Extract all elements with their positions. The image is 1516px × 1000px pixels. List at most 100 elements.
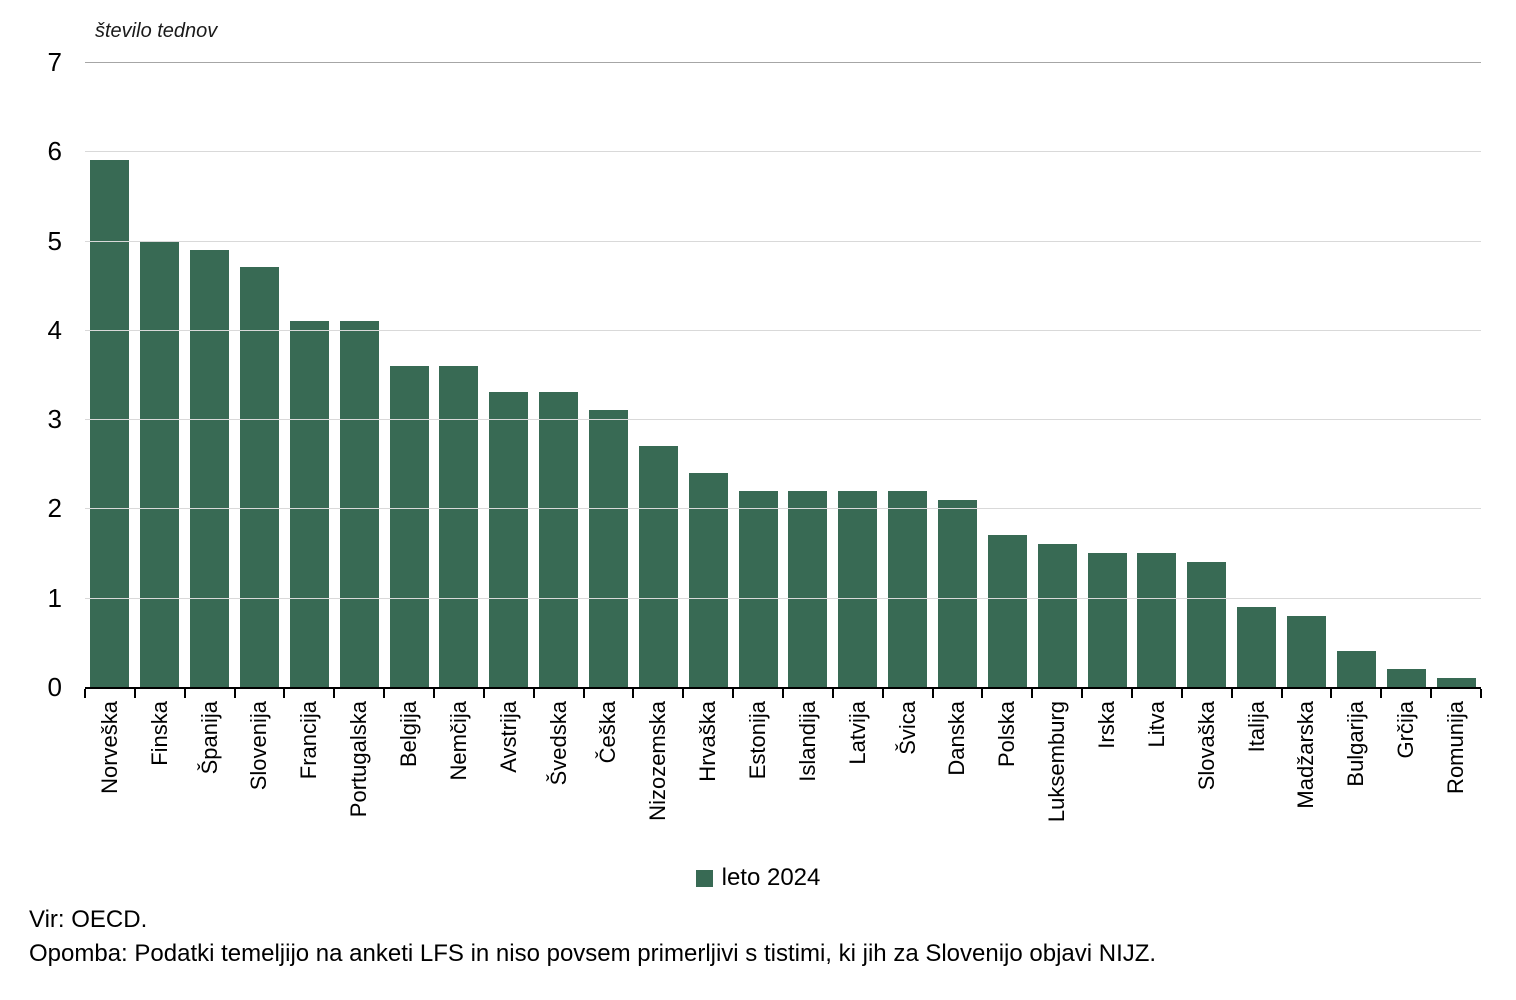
x-axis-label: Nizozemska bbox=[645, 701, 671, 821]
x-axis-label-cell: Švica bbox=[883, 701, 933, 859]
axis-tick bbox=[582, 689, 585, 698]
bar-slot bbox=[284, 62, 334, 687]
bar-6 bbox=[339, 320, 379, 687]
x-axis-label-cell: Italija bbox=[1232, 701, 1282, 859]
gridline bbox=[85, 329, 1481, 331]
y-axis-tick-label: 6 bbox=[47, 136, 62, 167]
y-axis-title: število tednov bbox=[95, 20, 218, 42]
bar-17 bbox=[888, 490, 928, 687]
y-axis-tick-label: 7 bbox=[47, 47, 62, 77]
x-axis-label: Estonija bbox=[745, 701, 770, 780]
axis-tick bbox=[1280, 689, 1283, 698]
x-axis-label-cell: Španija bbox=[185, 701, 235, 859]
axis-tick bbox=[1081, 689, 1084, 698]
x-axis-label: Danska bbox=[944, 701, 970, 776]
x-axis-label: Bulgarija bbox=[1343, 701, 1369, 787]
bar-5 bbox=[289, 320, 329, 687]
x-axis-label-cell: Hrvaška bbox=[683, 701, 733, 859]
x-axis-label-cell: Bulgarija bbox=[1331, 701, 1381, 859]
bar-slot bbox=[1381, 62, 1431, 687]
gridline bbox=[85, 151, 1481, 153]
x-axis-label: Grčija bbox=[1393, 701, 1419, 759]
axis-tick bbox=[1230, 689, 1233, 698]
bar-slot bbox=[982, 62, 1032, 687]
x-axis-label-cell: Madžarska bbox=[1282, 701, 1332, 859]
x-axis-label: Litva bbox=[1143, 701, 1169, 748]
gridline bbox=[85, 597, 1481, 599]
axis-tick bbox=[931, 689, 934, 698]
x-axis-label-cell: Švedska bbox=[534, 701, 584, 859]
axis-tick bbox=[1480, 689, 1482, 698]
bar-slot bbox=[1431, 62, 1481, 687]
x-axis-label-cell: Češka bbox=[584, 701, 634, 859]
axis-tick bbox=[283, 689, 286, 698]
bar-4 bbox=[240, 267, 279, 687]
bar-slot bbox=[185, 62, 235, 687]
bar-26 bbox=[1336, 651, 1376, 687]
bar-14 bbox=[738, 490, 778, 687]
bar-slot bbox=[1082, 62, 1132, 687]
x-axis-label-cell: Litva bbox=[1132, 701, 1182, 859]
axis-tick bbox=[632, 689, 635, 698]
axis-tick bbox=[433, 689, 435, 698]
bar-25 bbox=[1287, 615, 1327, 687]
y-axis-tick-label: 3 bbox=[47, 404, 62, 435]
axis-tick bbox=[981, 689, 984, 698]
bar-slot bbox=[633, 62, 683, 687]
bar-slot bbox=[883, 62, 933, 687]
x-axis-label: Avstrija bbox=[495, 701, 521, 773]
x-axis-label: Hrvaška bbox=[695, 701, 721, 782]
axis-tick bbox=[1180, 689, 1183, 698]
x-axis-label: Romunija bbox=[1443, 701, 1469, 794]
axis-tick bbox=[1131, 689, 1133, 698]
bar-11 bbox=[589, 410, 629, 687]
axis-tick bbox=[133, 689, 136, 698]
note-text: Opomba: Podatki temeljijo na anketi LFS … bbox=[29, 940, 1157, 967]
bars-row bbox=[85, 62, 1481, 687]
x-axis-label-cell: Grčija bbox=[1381, 701, 1431, 859]
axis-tick bbox=[333, 689, 336, 698]
x-axis-label-cell: Luksemburg bbox=[1032, 701, 1082, 859]
x-axis-label: Norveška bbox=[96, 701, 122, 794]
x-axis-label-cell: Portugalska bbox=[334, 701, 384, 859]
bar-slot bbox=[1182, 62, 1232, 687]
legend-label: leto 2024 bbox=[721, 864, 821, 891]
bar-slot bbox=[783, 62, 833, 687]
x-axis-labels: Norveška Finska Španija Slovenija Francija Po… bbox=[85, 701, 1481, 859]
bar-1 bbox=[90, 160, 130, 687]
x-axis-label-cell: Norveška bbox=[85, 701, 135, 859]
bar-slot bbox=[534, 62, 584, 687]
plot-area bbox=[84, 62, 1482, 698]
axis-tick bbox=[732, 689, 735, 698]
bar-slot bbox=[135, 62, 185, 687]
bar-19 bbox=[987, 535, 1027, 687]
x-axis-label: Italija bbox=[1243, 701, 1269, 753]
y-axis-tick-label: 2 bbox=[47, 493, 62, 524]
source-text: Vir: OECD. bbox=[29, 906, 148, 933]
bar-slot bbox=[85, 62, 135, 687]
x-axis-label: Madžarska bbox=[1293, 701, 1319, 809]
axis-tick bbox=[1031, 689, 1034, 698]
gridline bbox=[85, 419, 1481, 421]
bar-slot bbox=[334, 62, 384, 687]
bar-slot bbox=[733, 62, 783, 687]
axis-tick bbox=[233, 689, 236, 698]
x-axis-label: Belgija bbox=[395, 701, 421, 768]
y-axis-tick-label: 5 bbox=[47, 225, 62, 256]
y-axis-tick-label: 1 bbox=[47, 582, 62, 613]
axis-tick bbox=[1330, 689, 1333, 698]
bar-slot bbox=[833, 62, 883, 687]
bar-20 bbox=[1037, 544, 1077, 687]
bar-13 bbox=[688, 472, 728, 687]
bar-slot bbox=[584, 62, 634, 687]
bar-3 bbox=[190, 249, 230, 687]
bar-slot bbox=[683, 62, 733, 687]
x-axis-label-cell: Finska bbox=[135, 701, 185, 859]
axis-tick bbox=[682, 689, 685, 698]
bar-16 bbox=[838, 490, 878, 687]
x-axis-label-cell: Latvija bbox=[833, 701, 883, 859]
legend: leto 2024 bbox=[0, 864, 1516, 892]
x-axis-label-cell: Estonija bbox=[733, 701, 783, 859]
y-axis-tick-label: 0 bbox=[47, 672, 62, 702]
bar-9 bbox=[489, 392, 529, 687]
